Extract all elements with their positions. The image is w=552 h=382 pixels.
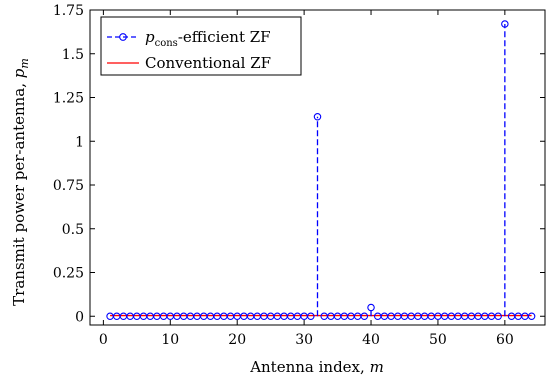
- y-tick-label: 0.75: [53, 178, 84, 194]
- pcons-stem-marker: [246, 312, 255, 320]
- pcons-stem-marker: [460, 312, 469, 320]
- pcons-stem-marker: [273, 312, 282, 320]
- legend-box: [100, 16, 302, 76]
- plot-area: [89, 9, 546, 326]
- pcons-stem-marker: [220, 312, 228, 320]
- pcons-stem-marker: [280, 312, 288, 320]
- series-layer: [106, 20, 536, 320]
- pcons-stem-marker: [260, 312, 268, 320]
- pcons-stem-marker: [340, 312, 349, 320]
- pcons-stem-marker: [153, 312, 161, 320]
- x-tick-label: 0: [99, 332, 108, 348]
- pcons-stem-marker: [440, 312, 449, 320]
- pcons-stem-marker: [286, 312, 295, 320]
- x-tick-label: 30: [295, 332, 313, 348]
- legend: pcons-efficient ZF Conventional ZF: [100, 16, 302, 76]
- y-tick-label: 1.75: [53, 3, 84, 19]
- pcons-stem-marker: [186, 312, 195, 320]
- y-axis-label-var: p: [10, 68, 28, 78]
- pcons-stem-marker: [360, 312, 369, 320]
- x-axis-label-var: m: [370, 358, 384, 376]
- pcons-stem-marker: [266, 312, 275, 320]
- pcons-stem-marker: [407, 312, 415, 320]
- y-tick-label: 1.5: [62, 47, 84, 63]
- y-tick-label: 1: [75, 134, 84, 150]
- pcons-stem-marker: [467, 312, 476, 320]
- y-axis-label: Transmit power per-antenna, pm: [10, 58, 31, 306]
- pcons-stem-marker: [481, 312, 489, 320]
- pcons-stem-marker: [434, 312, 442, 320]
- pcons-stem-marker: [400, 312, 409, 320]
- legend-label-conventional: Conventional ZF: [145, 54, 271, 72]
- pcons-stem-marker: [507, 312, 516, 320]
- pcons-stem-marker: [353, 312, 362, 320]
- pcons-stem-marker: [380, 312, 389, 320]
- legend-label-pcons: pcons-efficient ZF: [145, 28, 271, 49]
- pcons-stem-marker: [226, 312, 235, 320]
- x-tick-label: 10: [161, 332, 179, 348]
- pcons-stem-marker: [173, 312, 181, 320]
- pcons-stem-marker: [293, 312, 302, 320]
- pcons-stem-marker: [327, 312, 335, 320]
- pcons-stem-marker: [521, 312, 529, 320]
- pcons-stem-marker: [240, 312, 248, 320]
- pcons-stem-marker: [200, 312, 208, 320]
- pcons-stem-marker: [494, 312, 502, 320]
- pcons-stem-marker: [420, 312, 429, 320]
- axis-ticks: 0 10 20 30 40 50 60 0 0.25 0.5 0.75 1 1.25 1.5 1.75: [53, 3, 545, 348]
- y-tick-label: 1.25: [53, 91, 84, 107]
- pcons-stem-marker: [146, 312, 154, 320]
- pcons-stem-marker: [487, 312, 496, 320]
- pcons-stem-marker: [333, 312, 342, 320]
- pcons-stem-marker: [387, 312, 395, 320]
- legend-pcons-sub: cons: [155, 38, 178, 49]
- pcons-stem-marker: [253, 312, 262, 320]
- x-tick-label: 50: [429, 332, 447, 348]
- pcons-stem-marker: [347, 312, 355, 320]
- pcons-stem-marker: [159, 312, 168, 320]
- pcons-stem-marker: [501, 20, 509, 28]
- y-tick-label: 0: [75, 309, 84, 325]
- pcons-stem-marker: [307, 312, 315, 320]
- pcons-stem-marker: [474, 312, 482, 320]
- x-axis-label-text: Antenna index,: [249, 358, 369, 376]
- pcons-stem-marker: [394, 312, 402, 320]
- pcons-stem-marker: [233, 312, 241, 320]
- x-tick-label: 40: [362, 332, 380, 348]
- pcons-stem-marker: [106, 312, 114, 320]
- pcons-stem-marker: [313, 113, 322, 121]
- pcons-stem-marker: [300, 312, 308, 320]
- legend-marker-pcons: [119, 33, 127, 41]
- pcons-stem-marker: [373, 312, 382, 320]
- pcons-stem-marker: [320, 312, 328, 320]
- pcons-stem-marker: [213, 312, 221, 320]
- pcons-stem-marker: [119, 312, 128, 320]
- x-tick-label: 60: [496, 332, 514, 348]
- pcons-stem-marker: [454, 312, 462, 320]
- plot-frame: [89, 9, 546, 326]
- pcons-stem-marker: [514, 312, 522, 320]
- pcons-stem-marker: [139, 312, 148, 320]
- y-axis-label-text: Transmit power per-antenna,: [10, 78, 28, 306]
- pcons-stem-marker: [113, 312, 121, 320]
- pcons-stem-marker: [527, 312, 536, 320]
- pcons-stem-marker: [206, 312, 215, 320]
- pcons-stem-marker: [414, 312, 422, 320]
- y-tick-label: 0.5: [62, 222, 84, 238]
- legend-pcons-symbol: p: [145, 28, 155, 46]
- pcons-stem-marker: [367, 303, 375, 312]
- pcons-stem-marker: [133, 312, 141, 320]
- pcons-stem-marker: [447, 312, 456, 320]
- x-tick-label: 20: [228, 332, 246, 348]
- y-axis-label-sub: m: [18, 58, 31, 68]
- pcons-stem-marker: [166, 312, 175, 320]
- y-tick-label: 0.25: [53, 266, 84, 282]
- pcons-stem-marker: [126, 312, 134, 320]
- pcons-stem-marker: [193, 312, 201, 320]
- pcons-stem-marker: [427, 312, 435, 320]
- x-axis-label: Antenna index, m: [249, 358, 384, 376]
- pcons-stem-marker: [179, 312, 188, 320]
- legend-pcons-rest: -efficient ZF: [178, 28, 271, 46]
